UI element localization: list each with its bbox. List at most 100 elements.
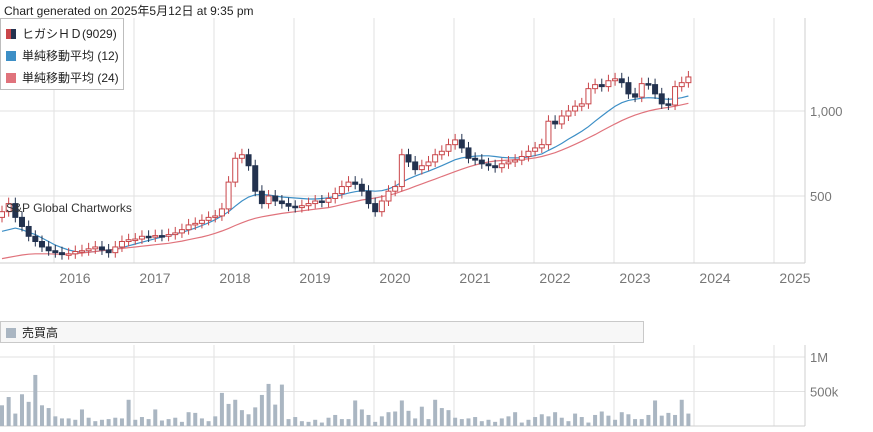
- price-candle: [425, 155, 432, 171]
- candle-body: [52, 250, 59, 254]
- price-candle: [418, 159, 425, 175]
- x-tick-label: 2017: [139, 270, 170, 286]
- volume-bar: [386, 412, 391, 426]
- volume-bar: [359, 409, 364, 426]
- volume-bar: [599, 411, 604, 426]
- candle-body: [32, 235, 39, 243]
- price-candle: [592, 78, 599, 94]
- price-candle: [272, 190, 279, 207]
- price-candle: [32, 230, 39, 247]
- volume-bar: [39, 405, 44, 426]
- candle-body: [365, 190, 372, 205]
- volume-bar: [53, 416, 58, 426]
- candle-body: [652, 84, 659, 95]
- volume-bar: [59, 418, 64, 426]
- volume-bar: [646, 414, 651, 426]
- x-tick-label: 2022: [539, 270, 570, 286]
- volume-bar: [446, 410, 451, 426]
- volume-bar: [233, 399, 238, 426]
- price-candle: [78, 244, 85, 257]
- volume-bar: [339, 419, 344, 426]
- volume-legend: 売買高: [0, 321, 644, 343]
- legend-item-ma24[interactable]: 単純移動平均 (24): [6, 69, 119, 86]
- candle-body: [592, 84, 599, 90]
- candle-body: [372, 203, 379, 213]
- candle-body: [418, 165, 425, 171]
- volume-bar: [19, 394, 24, 426]
- volume-bar: [406, 410, 411, 426]
- volume-bar: [126, 399, 131, 426]
- volume-bar: [79, 409, 84, 426]
- price-candle: [658, 87, 665, 109]
- candle-body: [412, 161, 419, 171]
- legend-item-candles[interactable]: ヒガシＨＤ(9029): [6, 25, 117, 42]
- provider-watermark: S&P Global Chartworks: [6, 201, 132, 215]
- candle-body: [198, 219, 205, 224]
- price-candle: [512, 154, 519, 167]
- volume-bar: [46, 408, 51, 426]
- legend-item-ma12[interactable]: 単純移動平均 (12): [6, 47, 119, 64]
- volume-bar: [613, 419, 618, 426]
- volume-bar: [246, 414, 251, 426]
- candle-body: [585, 88, 592, 105]
- volume-bar: [553, 412, 558, 426]
- volume-bar: [686, 413, 691, 426]
- candle-body: [465, 147, 472, 159]
- volume-bar: [379, 416, 384, 426]
- candle-body: [498, 163, 505, 169]
- volume-bar: [619, 412, 624, 426]
- price-candle: [452, 133, 459, 150]
- candle-body: [452, 139, 459, 146]
- volume-bar: [633, 419, 638, 426]
- candle-body: [505, 161, 512, 165]
- price-candle: [85, 242, 92, 256]
- candle-body: [305, 203, 312, 207]
- price-candle: [352, 176, 359, 190]
- price-candle: [492, 159, 499, 173]
- candle-body: [298, 205, 305, 209]
- candle-body: [618, 78, 625, 84]
- volume-bar: [93, 421, 98, 426]
- candle-body: [178, 229, 185, 234]
- candle-body: [5, 203, 12, 213]
- price-candle: [132, 233, 139, 245]
- x-tick-label: 2025: [779, 270, 810, 286]
- candle-body: [425, 161, 432, 167]
- volume-bar: [166, 419, 171, 426]
- candle-body: [685, 76, 692, 84]
- price-candle: [532, 141, 539, 157]
- volume-bar: [499, 418, 504, 426]
- candle-body: [638, 83, 645, 98]
- volume-bar: [546, 416, 551, 426]
- volume-bar: [0, 405, 4, 426]
- candle-body: [578, 103, 585, 107]
- price-candle: [625, 76, 632, 99]
- volume-swatch-icon: [6, 327, 16, 338]
- candle-body: [352, 181, 359, 185]
- price-candle: [338, 180, 345, 199]
- candle-body: [192, 222, 199, 226]
- price-candle: [125, 233, 132, 247]
- price-candle: [618, 72, 625, 88]
- price-candle: [678, 76, 685, 92]
- price-chart[interactable]: 500 1,000 2016 2017 2018 2019 2020 2021 2022 2023…: [0, 0, 873, 300]
- volume-bar: [313, 419, 318, 426]
- price-candle: [478, 154, 485, 169]
- price-candle: [18, 211, 25, 232]
- price-candle: [432, 148, 439, 167]
- volume-bar: [119, 418, 124, 426]
- legend-label-ma24: 単純移動平均 (24): [22, 71, 119, 85]
- price-candle: [112, 240, 119, 258]
- candle-body: [125, 239, 132, 243]
- price-candle: [138, 230, 145, 245]
- price-candle: [378, 195, 385, 217]
- price-candle: [538, 138, 545, 153]
- price-candle: [198, 214, 205, 229]
- candle-body: [678, 82, 685, 88]
- candle-body: [252, 165, 259, 192]
- volume-bar: [413, 418, 418, 426]
- candle-body: [492, 165, 499, 169]
- volume-bar: [73, 419, 78, 426]
- legend-item-volume[interactable]: 売買高: [6, 324, 58, 341]
